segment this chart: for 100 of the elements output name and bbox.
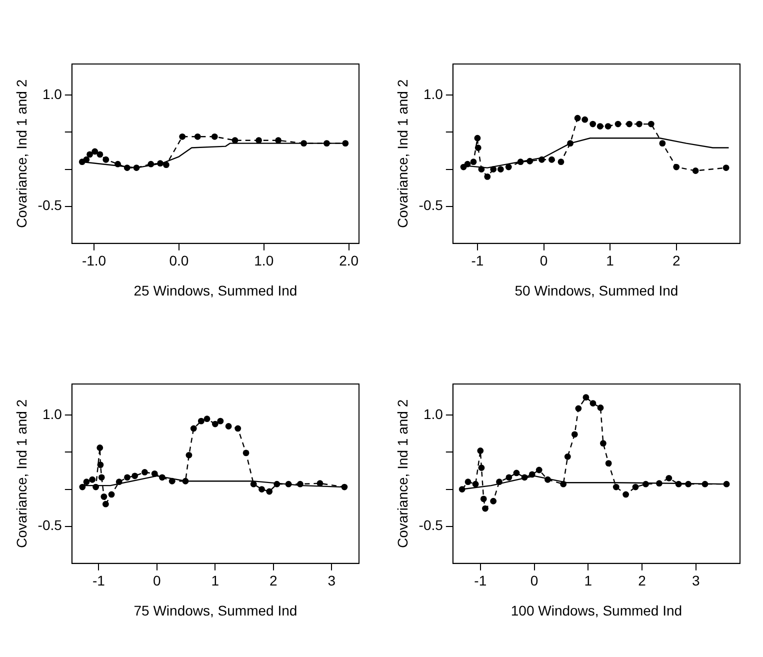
x-tick-label: -1 (471, 252, 484, 269)
point (474, 144, 482, 151)
point (275, 137, 282, 144)
point (472, 480, 479, 488)
point (506, 474, 512, 481)
point (96, 444, 104, 451)
x-tick-label: 2.0 (339, 252, 359, 269)
point (83, 156, 90, 163)
point (590, 400, 596, 406)
x-tick-label: -1.0 (82, 252, 106, 269)
point (666, 474, 672, 482)
point (636, 120, 642, 128)
point (548, 156, 555, 163)
point (89, 476, 96, 483)
x-tick-label: 0 (540, 252, 548, 269)
point (132, 472, 138, 480)
x-tick-label: 0.0 (169, 252, 189, 269)
point (151, 470, 158, 477)
point (596, 123, 604, 130)
point (513, 470, 520, 476)
point (194, 133, 201, 140)
point (604, 123, 612, 130)
point (558, 158, 564, 166)
y-axis-title: Covariance, Ind 1 and 2 (394, 79, 410, 228)
x-tick-label: 0 (530, 572, 538, 589)
point (83, 478, 90, 486)
y-tick-label: -0.5 (418, 517, 444, 534)
point (536, 466, 542, 474)
point (692, 168, 699, 174)
x-tick-label: 1 (211, 572, 220, 589)
point (560, 480, 567, 488)
y-tick-label: 1.0 (42, 406, 62, 422)
point (157, 160, 164, 167)
point (521, 474, 528, 481)
point (179, 133, 186, 140)
x-axis-title: 50 Windows, Summed Ind (514, 282, 678, 298)
point (673, 164, 680, 170)
point (642, 480, 649, 488)
point (723, 480, 730, 488)
y-tick-label: -0.5 (38, 517, 62, 534)
point (571, 431, 578, 438)
point (478, 166, 485, 172)
y-tick-label: -0.5 (38, 197, 62, 214)
point (582, 394, 590, 401)
x-tick-label: 3 (328, 572, 336, 589)
x-tick-label: -1 (92, 572, 106, 589)
point (544, 476, 551, 483)
point (324, 140, 330, 147)
point (597, 404, 604, 411)
point (505, 164, 512, 170)
x-tick-label: 0 (153, 572, 162, 589)
point (232, 137, 238, 144)
point (86, 151, 93, 158)
point (464, 478, 472, 486)
point (342, 140, 349, 147)
y-axis-title: Covariance, Ind 1 and 2 (13, 79, 30, 228)
point (256, 137, 262, 144)
point (186, 452, 192, 458)
y-tick-label: 1.0 (423, 406, 444, 422)
point (590, 120, 596, 128)
point (526, 158, 534, 164)
x-tick-label: 1 (584, 572, 592, 589)
point (234, 425, 242, 432)
point (98, 474, 105, 481)
point (675, 480, 682, 488)
point (100, 493, 108, 500)
x-tick-label: 1.0 (254, 252, 274, 269)
x-axis-title: 75 Windows, Summed Ind (134, 602, 298, 618)
y-tick-label: 1.0 (42, 86, 62, 102)
point (605, 460, 612, 467)
point (474, 134, 481, 142)
point (211, 133, 218, 140)
x-axis-title: 25 Windows, Summed Ind (134, 282, 298, 298)
point (108, 491, 115, 498)
point (158, 474, 166, 481)
y-axis-title: Covariance, Ind 1 and 2 (394, 399, 410, 548)
y-tick-label: -0.5 (418, 197, 444, 214)
point (97, 462, 104, 468)
point (574, 114, 581, 122)
point (480, 496, 487, 502)
point (490, 498, 497, 504)
point (258, 486, 265, 492)
point (198, 418, 204, 424)
point (567, 140, 574, 147)
point (648, 120, 654, 128)
point (124, 164, 130, 171)
point (564, 453, 571, 460)
point (142, 469, 148, 476)
point (212, 420, 218, 428)
point (496, 478, 502, 486)
point (225, 423, 232, 430)
point (490, 166, 497, 172)
point (528, 471, 536, 478)
x-axis-title: 100 Windows, Summed Ind (510, 602, 682, 618)
point (217, 418, 224, 424)
point (148, 160, 154, 168)
point (116, 478, 122, 486)
point (464, 160, 471, 168)
point (582, 116, 588, 123)
point (285, 480, 292, 488)
